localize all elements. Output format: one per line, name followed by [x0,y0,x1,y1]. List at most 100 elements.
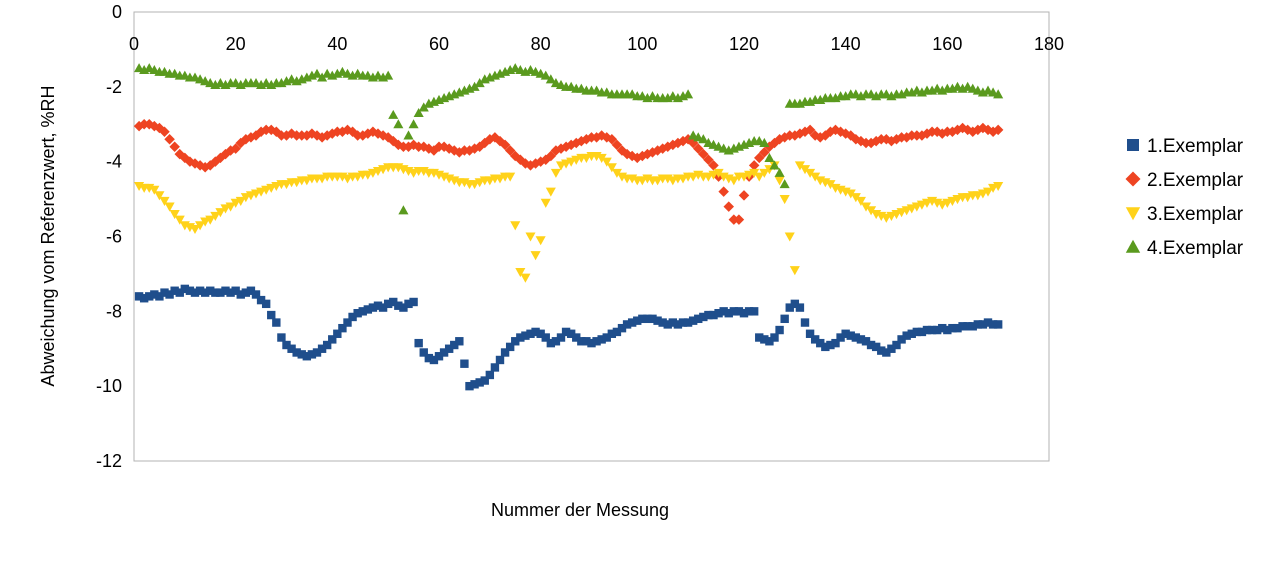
data-point [907,329,916,338]
data-point [169,210,180,220]
data-point [963,322,972,331]
data-point [165,290,174,299]
data-point [953,323,962,333]
data-point [414,338,423,348]
data-point [317,344,327,353]
data-point [855,196,866,206]
data-point [221,286,230,295]
data-point [546,338,556,348]
y-tick-label: -10 [96,376,122,396]
data-point [693,143,704,154]
data-point [572,333,581,342]
data-point [958,322,967,331]
data-point [653,316,662,325]
data-point [164,202,175,212]
data-point [189,224,201,235]
data-point [617,323,627,333]
data-point [694,314,703,324]
data-point [190,288,200,297]
data-point [226,288,235,297]
data-point [292,348,301,357]
data-point [160,288,169,297]
data-point [378,303,388,312]
data-point [582,337,591,346]
data-point [611,139,623,151]
data-point [531,327,540,337]
data-point [408,119,419,129]
data-point [825,180,836,190]
data-point [505,342,515,352]
data-point [749,168,760,178]
data-point [780,314,789,324]
data-point [246,286,256,295]
y-axis-ticks: 0 -2 -4 -6 -8 -10 -12 [96,2,122,471]
series-3 [134,152,1004,283]
data-point [328,335,337,344]
data-point [297,350,306,359]
data-point [200,288,210,297]
series-1 [134,284,1003,391]
data-point [577,337,586,346]
x-tick-label: 120 [729,34,759,54]
data-point [389,297,398,307]
data-point [983,318,993,327]
data-point [606,163,617,173]
data-point [312,348,322,357]
data-point [159,126,170,137]
data-point [302,352,312,361]
data-point [154,191,165,201]
data-point [215,208,226,218]
data-point [775,325,784,335]
data-point [709,310,718,320]
data-point [418,102,429,112]
legend-marker [1125,239,1141,253]
data-point [973,320,983,329]
data-point [267,310,276,320]
legend-marker [1125,171,1141,187]
data-point [596,153,607,163]
data-point [912,327,922,337]
data-point [612,327,622,337]
data-point [738,190,750,201]
data-point [470,380,479,389]
data-point [460,359,469,368]
data-point [871,342,881,352]
data-point [393,119,404,129]
data-point [993,89,1004,99]
data-point [251,290,261,299]
x-tick-label: 180 [1034,34,1064,54]
data-point [968,322,977,331]
data-point [759,147,770,158]
y-tick-label: -2 [106,77,122,97]
x-tick-label: 60 [429,34,449,54]
data-point [149,185,160,195]
data-point [804,124,816,136]
data-point [551,337,561,346]
data-point [450,340,459,350]
data-point [704,310,713,320]
data-point [398,205,409,215]
data-point [728,176,739,186]
data-point [195,221,206,231]
data-point [388,109,399,119]
data-point [185,286,195,295]
data-point [474,78,485,88]
data-point [363,305,373,314]
data-point [241,288,251,297]
data-point [760,335,769,344]
legend-item: 4.Exemplar [1125,238,1244,259]
data-point [261,299,271,309]
data-point [805,168,816,178]
data-point [982,187,994,197]
data-point [748,160,760,171]
data-point [373,301,383,310]
data-point [205,215,216,225]
data-point [785,303,794,312]
data-point [180,284,190,294]
data-point [627,318,637,327]
data-point [927,325,937,335]
data-point [307,350,317,359]
data-point [561,327,571,337]
data-point [683,89,694,99]
